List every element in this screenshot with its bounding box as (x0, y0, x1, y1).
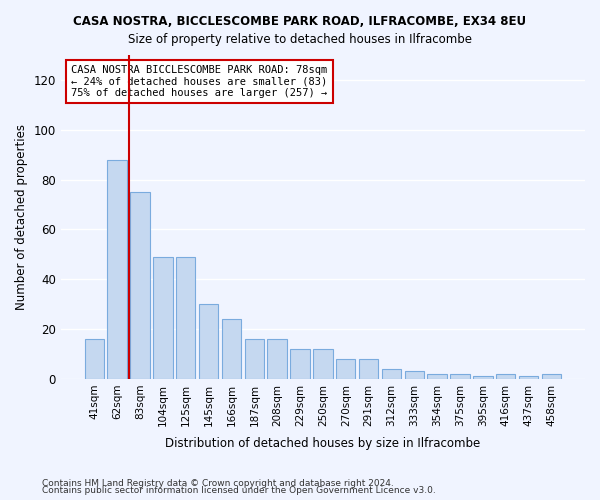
Bar (451, 374, 470, 379)
Text: CASA NOSTRA BICCLESCOMBE PARK ROAD: 78sqm
← 24% of detached houses are smaller (: CASA NOSTRA BICCLESCOMBE PARK ROAD: 78sq… (71, 64, 328, 98)
X-axis label: Distribution of detached houses by size in Ilfracombe: Distribution of detached houses by size … (165, 437, 481, 450)
Y-axis label: Number of detached properties: Number of detached properties (15, 124, 28, 310)
Bar (268, 339, 287, 379)
Bar (404, 372, 424, 379)
Bar (313, 349, 332, 379)
Bar (290, 349, 310, 379)
Bar (222, 319, 241, 379)
Bar (427, 374, 447, 379)
Bar (176, 257, 196, 379)
Bar (336, 359, 355, 379)
Text: CASA NOSTRA, BICCLESCOMBE PARK ROAD, ILFRACOMBE, EX34 8EU: CASA NOSTRA, BICCLESCOMBE PARK ROAD, ILF… (73, 15, 527, 28)
Bar (245, 339, 264, 379)
Bar (199, 304, 218, 379)
Bar (85, 339, 104, 379)
Text: Size of property relative to detached houses in Ilfracombe: Size of property relative to detached ho… (128, 32, 472, 46)
Bar (359, 359, 379, 379)
Text: Contains HM Land Registry data © Crown copyright and database right 2024.: Contains HM Land Registry data © Crown c… (42, 478, 394, 488)
Bar (107, 160, 127, 379)
Bar (542, 374, 561, 379)
Bar (153, 257, 173, 379)
Bar (130, 192, 150, 379)
Bar (496, 374, 515, 379)
Bar (382, 369, 401, 379)
Bar (473, 376, 493, 379)
Text: Contains public sector information licensed under the Open Government Licence v3: Contains public sector information licen… (42, 486, 436, 495)
Bar (519, 376, 538, 379)
